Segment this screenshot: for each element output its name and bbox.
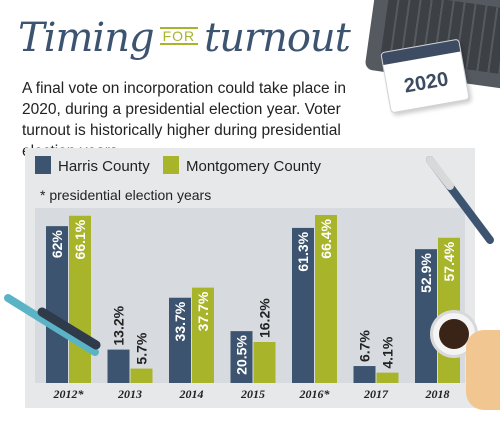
data-label-montgomery-4: 66.4% [318,218,334,258]
x-tick-label-5: 2017 [363,387,389,401]
bar-harris-3 [230,331,253,383]
bar-harris-1 [107,349,130,383]
data-label-montgomery-2: 37.7% [195,291,211,331]
x-tick-label-3: 2015 [240,387,265,401]
bar-montgomery-4 [315,215,337,383]
legend-swatch-harris [35,156,51,174]
title-word-for: FOR [159,27,199,45]
title-word-timing: Timing [18,15,155,61]
data-label-harris-2: 33.7% [172,301,188,341]
x-tick-label-2: 2014 [179,387,204,401]
bar-harris-4 [292,227,314,383]
legend-label-montgomery: Montgomery County [186,158,322,175]
data-label-harris-6: 52.9% [418,253,434,293]
data-label-montgomery-6: 57.4% [441,241,457,281]
x-tick-label-0: 2012* [53,387,85,401]
chart-note: * presidential election years [40,187,211,203]
data-label-harris-3: 20.5% [234,335,250,375]
x-tick-label-6: 2018 [425,387,450,401]
title-word-turnout: turnout [204,15,351,61]
data-label-harris-5: 6.7% [357,330,373,362]
pen-right-illustration [426,156,494,244]
bar-montgomery-5 [376,372,399,383]
data-label-montgomery-3: 16.2% [257,298,273,338]
legend-label-harris: Harris County [58,158,150,175]
data-label-harris-4: 61.3% [295,231,311,271]
bar-montgomery-2 [192,287,214,383]
x-tick-label-1: 2013 [117,387,142,401]
page-title: Timing FOR turnout [18,8,351,68]
bar-harris-0 [46,226,68,383]
data-label-montgomery-1: 5.7% [134,332,150,364]
bar-montgomery-3 [253,342,276,383]
data-label-harris-1: 13.2% [111,305,127,345]
bar-harris-5 [353,366,376,383]
pen-left-illustration [4,294,101,356]
bar-montgomery-1 [130,368,153,383]
data-label-montgomery-0: 66.1% [72,219,88,259]
data-label-montgomery-5: 4.1% [380,336,396,368]
coffee [439,319,469,349]
data-label-harris-0: 62% [49,230,65,259]
hand-illustration [466,330,500,410]
bar-harris-2 [169,297,191,383]
x-tick-label-4: 2016* [299,387,331,401]
legend-swatch-montgomery [163,156,179,174]
bar-harris-6 [415,249,437,383]
